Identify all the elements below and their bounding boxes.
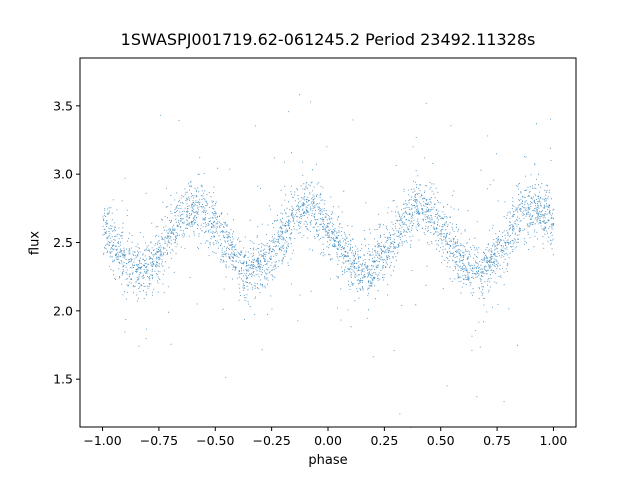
x-tick-label: 0.25 <box>370 433 398 448</box>
plot-frame <box>79 57 577 428</box>
x-tick-label: −0.25 <box>252 433 290 448</box>
x-axis-label: phase <box>308 453 348 468</box>
x-axis-ticks: −1.00 −0.75 −0.50 −0.25 0.00 0.25 0.50 0.75 1.00 <box>83 427 567 448</box>
y-axis-ticks: 1.5 2.0 2.5 3.0 3.5 <box>53 98 80 387</box>
y-tick-label: 1.5 <box>53 372 73 387</box>
y-tick-label: 2.0 <box>53 303 73 318</box>
x-tick-label: 0.50 <box>427 433 455 448</box>
y-tick-label: 2.5 <box>53 235 73 250</box>
plot-area <box>80 58 576 427</box>
y-axis-label: flux <box>27 230 43 256</box>
x-tick-label: 0.00 <box>314 433 342 448</box>
x-tick-label: −0.50 <box>196 433 234 448</box>
chart-title: 1SWASPJ001719.62-061245.2 Period 23492.1… <box>120 30 536 49</box>
x-tick-label: 1.00 <box>540 433 568 448</box>
x-tick-label: −0.75 <box>140 433 178 448</box>
x-tick-label: 0.75 <box>483 433 511 448</box>
y-tick-label: 3.5 <box>53 98 73 113</box>
x-tick-label: −1.00 <box>83 433 121 448</box>
y-tick-label: 3.0 <box>53 167 73 182</box>
